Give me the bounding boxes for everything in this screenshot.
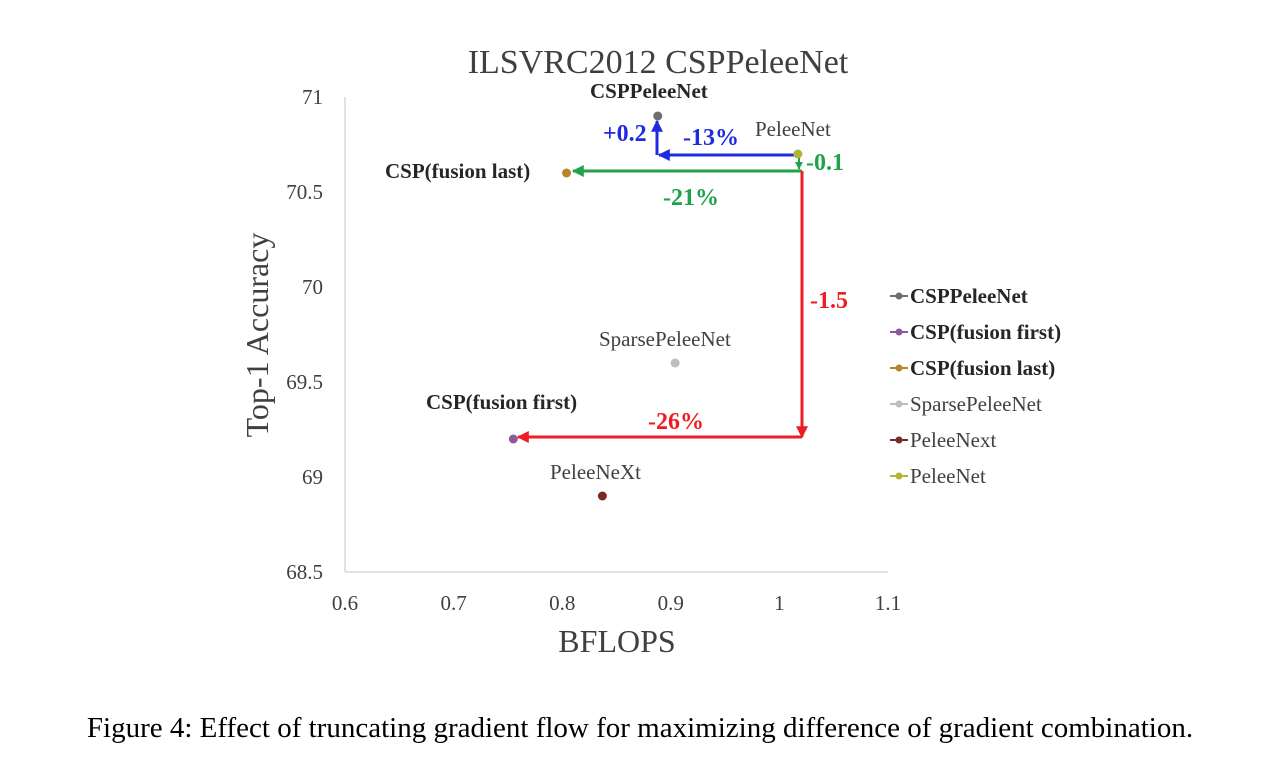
data-point-csppeleenet <box>653 111 663 121</box>
legend-label-peleenet: PeleeNet <box>910 464 986 488</box>
y-tick-label-68-5: 68.5 <box>286 560 323 584</box>
legend-marker-sparsepeleenet <box>895 400 903 408</box>
x-tick-label-1-1: 1.1 <box>875 591 901 615</box>
figure-caption: Figure 4: Effect of truncating gradient … <box>86 712 1194 744</box>
x-tick-label-0-6: 0.6 <box>332 591 358 615</box>
axes <box>344 97 888 573</box>
x-tick-labels: 0.6 0.7 0.8 0.9 1 1.1 <box>332 591 901 615</box>
annotation-minus-0-1: -0.1 <box>806 150 844 176</box>
y-tick-label-70: 70 <box>302 275 323 299</box>
point-label-peleenext: PeleeNeXt <box>550 460 641 484</box>
legend-item-peleenet: PeleeNet <box>890 464 986 488</box>
x-tick-label-1: 1 <box>774 591 785 615</box>
legend-marker-csp-fusion-last <box>895 364 903 372</box>
x-axis-label: BFLOPS <box>558 623 675 659</box>
legend-label-cspspeleenet: CSPPeleeNet <box>910 284 1028 308</box>
legend-item-csp-fusion-last: CSP(fusion last) <box>890 356 1055 380</box>
arrows <box>516 119 808 443</box>
legend-item-sparsepeleenet: SparsePeleeNet <box>890 392 1042 416</box>
legend-item-peleenext: PeleeNext <box>890 428 996 452</box>
annotation-minus-13-percent: -13% <box>683 125 739 151</box>
legend-marker-peleenext <box>895 436 903 444</box>
y-tick-label-70-5: 70.5 <box>286 180 323 204</box>
x-tick-label-0-8: 0.8 <box>549 591 575 615</box>
point-label-sparsepeleenet: SparsePeleeNet <box>599 327 731 351</box>
point-labels: CSPPeleeNet CSP(fusion first) CSP(fusion… <box>385 79 831 484</box>
legend-item-cspspeleenet: CSPPeleeNet <box>890 284 1028 308</box>
point-label-csp-fusion-last: CSP(fusion last) <box>385 159 530 183</box>
legend-marker-csp-fusion-first <box>895 328 903 336</box>
scatter-chart: ILSVRC2012 CSPPeleeNet 68.5 69 69.5 70 70.5 7… <box>239 44 1061 659</box>
legend-label-peleenext: PeleeNext <box>910 428 996 452</box>
legend-item-csp-fusion-first: CSP(fusion first) <box>890 320 1061 344</box>
y-axis-label: Top-1 Accuracy <box>239 233 275 438</box>
data-point-peleenet <box>793 149 803 159</box>
chart-title: ILSVRC2012 CSPPeleeNet <box>468 44 849 81</box>
data-point-csp-fusion-first <box>508 434 518 444</box>
point-label-cspspeleenet: CSPPeleeNet <box>590 79 708 103</box>
legend: CSPPeleeNet CSP(fusion first) CSP(fusion… <box>890 284 1061 488</box>
x-tick-label-0-7: 0.7 <box>440 591 466 615</box>
legend-label-csp-fusion-last: CSP(fusion last) <box>910 356 1055 380</box>
y-tick-label-69-5: 69.5 <box>286 370 323 394</box>
point-label-csp-fusion-first: CSP(fusion first) <box>426 390 577 414</box>
annotation-minus-1-5: -1.5 <box>810 288 848 314</box>
data-point-csp-fusion-last <box>562 168 572 178</box>
x-tick-label-0-9: 0.9 <box>658 591 684 615</box>
annotation-minus-26-percent: -26% <box>648 409 704 435</box>
legend-marker-peleenet <box>895 472 903 480</box>
y-tick-label-69: 69 <box>302 465 323 489</box>
y-tick-labels: 68.5 69 69.5 70 70.5 71 <box>286 85 323 584</box>
y-tick-label-71: 71 <box>302 85 323 109</box>
annotations: +0.2 -13% -0.1 -21% -1.5 -26% <box>603 121 848 435</box>
legend-label-csp-fusion-first: CSP(fusion first) <box>910 320 1061 344</box>
annotation-plus-0-2: +0.2 <box>603 121 647 147</box>
data-point-peleenext <box>597 491 607 501</box>
point-label-peleenet: PeleeNet <box>755 117 831 141</box>
legend-marker-cspspeleenet <box>895 292 903 300</box>
data-points <box>508 111 803 501</box>
annotation-minus-21-percent: -21% <box>663 185 719 211</box>
legend-label-sparsepeleenet: SparsePeleeNet <box>910 392 1042 416</box>
data-point-sparsepeleenet <box>670 358 680 368</box>
